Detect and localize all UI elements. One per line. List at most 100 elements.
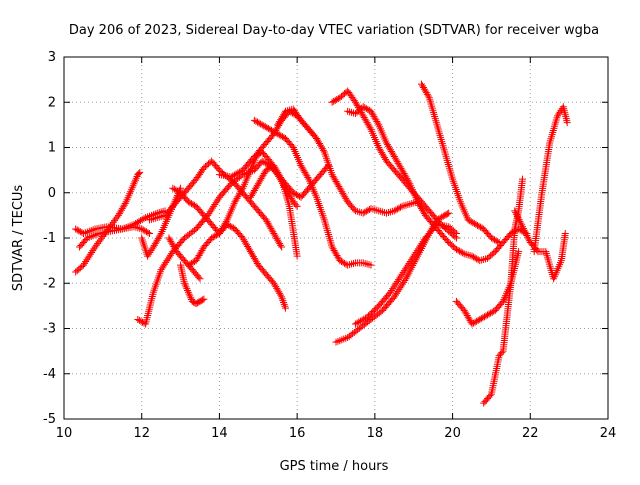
data-point (169, 184, 177, 192)
data-marker (456, 247, 464, 255)
data-point (398, 270, 406, 278)
y-tick-label: -3 (43, 322, 56, 337)
data-marker (275, 131, 283, 139)
data-point (336, 257, 344, 265)
data-marker (346, 108, 354, 116)
data-marker (473, 255, 481, 263)
data-marker (475, 222, 483, 230)
data-marker (95, 238, 103, 246)
data-point (519, 175, 527, 183)
data-point (136, 168, 144, 176)
data-marker (513, 212, 521, 220)
data-marker (133, 172, 141, 180)
data-marker (405, 178, 413, 186)
data-marker (212, 199, 220, 207)
data-point (468, 320, 476, 328)
data-marker (195, 273, 203, 281)
data-point (262, 166, 270, 174)
data-point (184, 198, 192, 206)
data-marker (443, 237, 451, 245)
data-point (250, 153, 258, 161)
x-tick-label: 18 (367, 426, 384, 441)
data-marker (482, 255, 490, 263)
data-marker (424, 92, 432, 100)
data-marker (364, 206, 372, 214)
data-marker (164, 255, 172, 263)
data-point (464, 216, 472, 224)
data-marker (186, 292, 194, 300)
data-marker (523, 231, 531, 239)
data-point (495, 239, 503, 247)
data-point (445, 209, 453, 217)
data-point (344, 107, 352, 115)
data-marker (362, 207, 370, 215)
data-marker (418, 239, 426, 247)
data-point (258, 157, 266, 165)
data-marker (186, 199, 194, 207)
data-marker (181, 281, 189, 289)
series-arc-10 (184, 220, 289, 312)
y-tick-label: -5 (43, 412, 56, 427)
data-marker (252, 117, 260, 125)
data-marker (471, 318, 479, 326)
data-marker (341, 259, 349, 267)
data-marker (411, 250, 419, 258)
data-marker (159, 262, 167, 270)
data-marker (206, 208, 214, 216)
data-marker (405, 259, 413, 267)
data-marker (490, 249, 498, 257)
data-marker (131, 178, 139, 186)
data-marker (412, 248, 420, 256)
data-point (281, 304, 289, 312)
data-marker (166, 251, 174, 259)
data-marker (339, 258, 347, 266)
data-marker (492, 237, 500, 245)
data-marker (277, 241, 285, 249)
data-marker (395, 276, 403, 284)
data-marker (187, 294, 195, 302)
series-arc-14 (274, 105, 422, 217)
data-marker (361, 259, 369, 267)
data-point (293, 202, 301, 210)
data-marker (512, 209, 520, 217)
data-marker (292, 191, 300, 199)
data-marker (467, 218, 475, 226)
data-point (79, 261, 87, 269)
data-marker (396, 284, 404, 292)
data-marker (494, 238, 502, 246)
data-marker (331, 96, 339, 104)
data-marker (451, 228, 459, 236)
data-point (561, 229, 569, 237)
data-marker (361, 208, 369, 216)
series-arc-20 (452, 248, 523, 328)
data-marker (477, 315, 485, 323)
data-point (452, 229, 460, 237)
data-marker (438, 213, 446, 221)
data-marker (393, 289, 401, 297)
y-axis-label: SDTVAR / TECUs (11, 185, 26, 292)
series-arc-08 (165, 234, 204, 283)
data-marker (470, 253, 478, 261)
data-marker (515, 216, 523, 224)
data-marker (330, 97, 338, 105)
data-marker (263, 124, 271, 132)
data-marker (189, 201, 197, 209)
y-tick-label: -4 (43, 367, 56, 382)
data-marker (229, 178, 237, 186)
data-marker (76, 228, 84, 236)
data-point (390, 207, 398, 215)
data-point (208, 234, 216, 242)
data-marker (172, 186, 180, 194)
data-marker (419, 238, 427, 246)
data-marker (156, 231, 164, 239)
data-point (410, 252, 418, 260)
data-marker (337, 258, 345, 266)
data-marker (361, 104, 369, 112)
data-point (196, 275, 204, 283)
y-tick-label: -2 (43, 276, 56, 291)
data-marker (137, 317, 145, 325)
data-marker (498, 349, 506, 357)
data-marker (404, 201, 412, 209)
